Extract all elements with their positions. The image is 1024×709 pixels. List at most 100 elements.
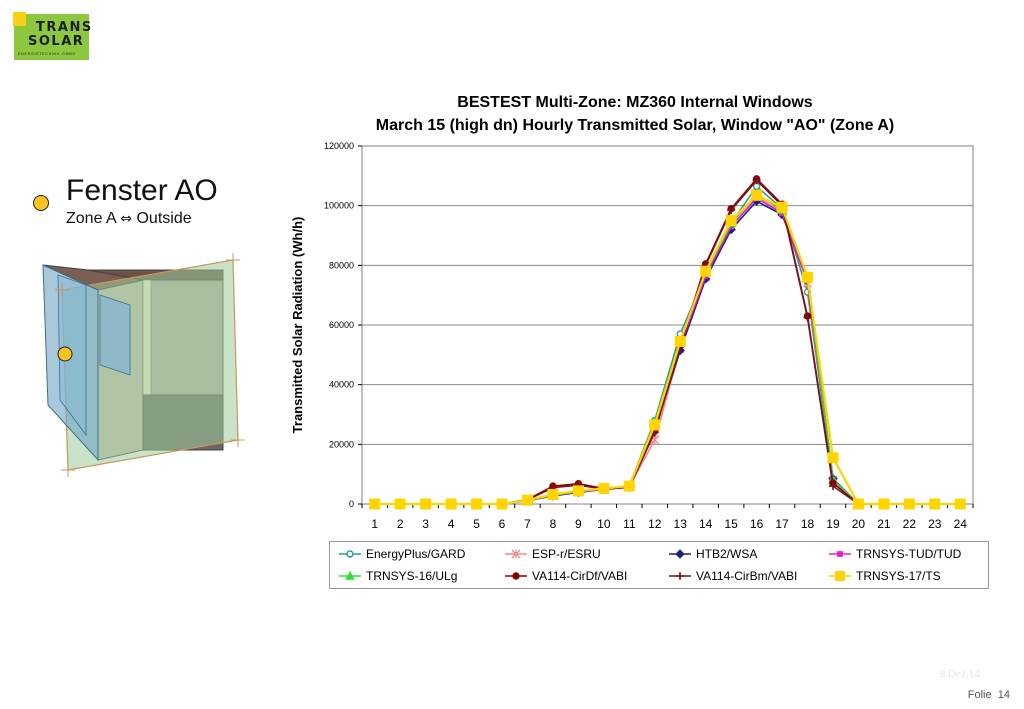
legend-swatch-marker bbox=[345, 570, 355, 580]
data-point bbox=[420, 498, 432, 510]
window-title: Fenster AO bbox=[66, 174, 218, 207]
data-point bbox=[445, 498, 457, 510]
data-point bbox=[700, 265, 712, 277]
x-tick-label: 11 bbox=[623, 517, 636, 531]
x-tick-label: 20 bbox=[852, 517, 866, 531]
x-tick-label: 16 bbox=[750, 517, 764, 531]
data-point bbox=[369, 498, 381, 510]
legend-item: ESP-r/ESRU bbox=[504, 547, 601, 561]
window-subtitle: Zone A ⇔ Outside bbox=[66, 210, 192, 228]
data-point bbox=[521, 494, 533, 506]
data-point bbox=[623, 480, 635, 492]
data-point bbox=[394, 498, 406, 510]
y-axis-ticks: 0 20000 40000 60000 80000 100000 120000 bbox=[324, 141, 362, 509]
data-point bbox=[954, 498, 966, 510]
y-tick-label: 80000 bbox=[329, 260, 354, 270]
legend-swatch-marker bbox=[675, 549, 685, 559]
legend-swatch bbox=[669, 572, 691, 580]
zone-label: Zone A bbox=[66, 210, 116, 227]
legend-label: TRNSYS-TUD/TUD bbox=[856, 547, 962, 561]
data-point bbox=[827, 452, 839, 464]
data-point bbox=[828, 482, 837, 491]
window-marker-dot bbox=[33, 195, 49, 211]
legend-swatch-marker bbox=[676, 572, 684, 580]
legend-item: TRNSYS-16/ULg bbox=[338, 569, 457, 583]
legend-swatch-marker bbox=[835, 571, 845, 581]
x-tick-label: 18 bbox=[801, 517, 815, 531]
x-tick-label: 15 bbox=[724, 517, 738, 531]
grid bbox=[361, 145, 974, 505]
legend-item: VA114-CirDf/VABI bbox=[504, 569, 627, 583]
legend-swatch-marker bbox=[346, 550, 354, 558]
data-point bbox=[598, 482, 610, 494]
folie-label: Folie bbox=[967, 689, 992, 701]
data-point bbox=[547, 488, 559, 500]
x-tick-label: 17 bbox=[775, 517, 789, 531]
data-point bbox=[852, 498, 864, 510]
chart-subtitle: March 15 (high dn) Hourly Transmitted So… bbox=[375, 117, 895, 134]
legend-swatch bbox=[829, 551, 851, 557]
legend-swatch bbox=[505, 572, 527, 580]
x-tick-label: 7 bbox=[524, 517, 531, 531]
legend-swatch bbox=[505, 549, 527, 559]
y-tick-label: 20000 bbox=[329, 439, 354, 449]
x-tick-label: 3 bbox=[422, 517, 429, 531]
legend-swatch bbox=[339, 550, 361, 558]
legend-swatch bbox=[669, 549, 691, 559]
data-point bbox=[471, 498, 483, 510]
logo-line3: ENERGIETECHNIK GMBH bbox=[18, 52, 76, 56]
data-point bbox=[751, 189, 763, 201]
y-tick-label: 40000 bbox=[329, 380, 354, 390]
x-tick-label: 12 bbox=[648, 517, 662, 531]
x-tick-label: 1 bbox=[371, 517, 378, 531]
chart-legend: EnergyPlus/GARD ESP-r/ESRU HTB2/WSA TRNSYS-… bbox=[329, 541, 989, 589]
x-tick-label: 5 bbox=[473, 517, 480, 531]
x-tick-label: 22 bbox=[903, 517, 917, 531]
data-point bbox=[496, 498, 508, 510]
legend-swatch-marker bbox=[837, 551, 843, 557]
x-axis-ticks: 1 2 3 4 5 6 7 8 9 10 11 12 13 14 15 16 17 18 19 20 21 22 23 24 bbox=[361, 504, 974, 531]
data-point bbox=[903, 498, 915, 510]
x-tick-label: 8 bbox=[550, 517, 557, 531]
y-tick-label: 100000 bbox=[324, 201, 354, 211]
x-tick-label: 14 bbox=[699, 517, 713, 531]
legend-swatch-marker bbox=[511, 549, 521, 559]
data-point bbox=[803, 313, 812, 322]
logo-line1: TRANS bbox=[36, 20, 93, 35]
data-point bbox=[776, 201, 788, 213]
x-tick-label: 24 bbox=[954, 517, 968, 531]
data-point bbox=[752, 176, 761, 185]
y-axis-label: Transmitted Solar Radiation (Wh/h) bbox=[290, 217, 305, 434]
legend-item: EnergyPlus/GARD bbox=[338, 547, 465, 561]
y-tick-label: 120000 bbox=[324, 141, 354, 151]
legend-swatch-marker bbox=[512, 572, 520, 580]
y-tick-label: 0 bbox=[349, 499, 354, 509]
legend-swatch bbox=[339, 570, 361, 580]
legend-label: HTB2/WSA bbox=[696, 547, 758, 561]
x-tick-label: 6 bbox=[499, 517, 506, 531]
footer-date: 8.Dez.14 bbox=[939, 669, 980, 680]
window-ao-marker bbox=[57, 346, 73, 362]
legend-item: TRNSYS-TUD/TUD bbox=[828, 547, 961, 561]
x-tick-label: 2 bbox=[397, 517, 404, 531]
zone-illustration bbox=[42, 253, 245, 477]
legend-item: VA114-CirBm/VABI bbox=[668, 569, 797, 583]
x-tick-label: 23 bbox=[928, 517, 942, 531]
x-tick-label: 21 bbox=[877, 517, 891, 531]
series-lines bbox=[369, 175, 966, 510]
page-number: 14 bbox=[997, 689, 1010, 701]
data-point bbox=[727, 206, 736, 215]
legend-label: VA114-CirDf/VABI bbox=[532, 569, 628, 583]
outside-label: Outside bbox=[136, 210, 192, 227]
data-point bbox=[929, 498, 941, 510]
chart-title: BESTEST Multi-Zone: MZ360 Internal Windo… bbox=[457, 94, 813, 111]
x-tick-label: 4 bbox=[448, 517, 455, 531]
legend-label: TRNSYS-17/TS bbox=[856, 569, 941, 583]
logo-sun-square bbox=[13, 12, 26, 26]
x-tick-label: 10 bbox=[597, 517, 611, 531]
data-point bbox=[674, 335, 686, 347]
x-tick-label: 9 bbox=[575, 517, 582, 531]
legend-label: TRNSYS-16/ULg bbox=[366, 569, 458, 583]
x-tick-label: 19 bbox=[826, 517, 840, 531]
